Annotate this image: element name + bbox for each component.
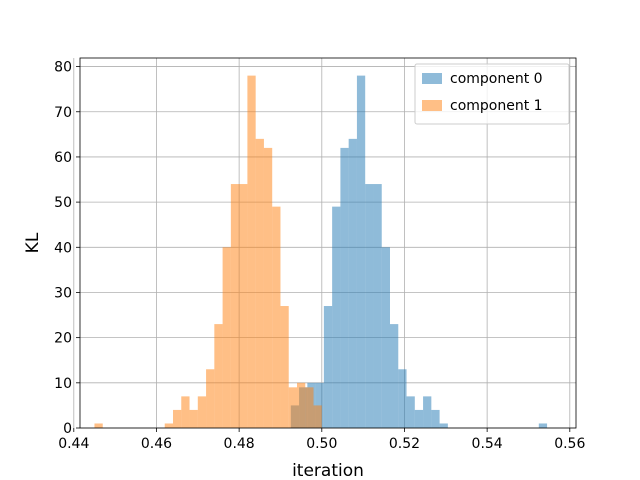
histogram-bar — [272, 206, 281, 428]
histogram-bar — [398, 369, 407, 428]
histogram-bar — [206, 369, 215, 428]
histogram-bar — [381, 247, 390, 428]
histogram-bar — [189, 409, 198, 428]
y-tick-label: 60 — [54, 150, 72, 166]
histogram-bar — [431, 409, 440, 428]
histogram-bar — [214, 324, 223, 428]
histogram-bars — [94, 75, 548, 428]
histogram-bar — [222, 247, 231, 428]
y-tick-label: 30 — [54, 285, 72, 301]
histogram-bar — [439, 423, 448, 428]
histogram-bar — [323, 306, 333, 428]
histogram-bar — [94, 423, 103, 428]
legend-swatch-component-0 — [422, 73, 442, 84]
histogram-bar — [255, 138, 264, 428]
x-tick-label: 0.52 — [389, 436, 420, 452]
histogram-bar — [332, 206, 341, 428]
y-tick-label: 0 — [63, 421, 72, 437]
y-tick-label: 80 — [54, 60, 72, 76]
legend-label-component-0: component 0 — [450, 71, 543, 87]
histogram-bar — [230, 184, 240, 428]
histogram-bar — [414, 409, 424, 428]
y-tick-label: 40 — [54, 240, 72, 256]
histogram-bar — [181, 396, 190, 428]
x-axis-label: iteration — [292, 461, 364, 480]
series-1-bars — [94, 75, 322, 428]
histogram-bar — [340, 147, 349, 428]
histogram-bar — [280, 306, 289, 428]
histogram-bar — [313, 405, 322, 428]
histogram-bar — [423, 396, 432, 428]
histogram-bar — [288, 387, 297, 428]
histogram-bar — [365, 184, 374, 428]
histogram-bar — [348, 138, 357, 428]
y-axis-label: KL — [23, 232, 43, 253]
y-axis-ticks: 0 10 20 30 40 50 60 70 80 — [54, 60, 80, 437]
histogram-bar — [356, 75, 366, 428]
x-tick-label: 0.54 — [472, 436, 503, 452]
histogram-bar — [297, 382, 306, 428]
x-tick-label: 0.44 — [58, 436, 89, 452]
y-tick-label: 20 — [54, 331, 72, 347]
histogram-bar — [164, 423, 173, 428]
histogram-bar — [173, 409, 182, 428]
histogram-bar — [305, 387, 314, 428]
y-tick-label: 70 — [54, 105, 72, 121]
histogram-bar — [406, 396, 415, 428]
histogram-bar — [390, 324, 399, 428]
series-0-bars — [290, 75, 548, 428]
histogram-bar — [239, 184, 248, 428]
x-tick-label: 0.46 — [141, 436, 172, 452]
legend: component 0 component 1 — [414, 63, 570, 125]
plot-frame — [79, 57, 577, 429]
y-tick-label: 50 — [54, 195, 72, 211]
histogram-bar — [373, 184, 382, 428]
histogram-bar — [538, 423, 548, 428]
x-tick-label: 0.48 — [224, 436, 255, 452]
x-axis-ticks: 0.44 0.46 0.48 0.50 0.52 0.54 0.56 — [58, 428, 585, 452]
x-tick-label: 0.50 — [306, 436, 337, 452]
legend-swatch-component-1 — [422, 100, 442, 111]
legend-box — [414, 63, 570, 125]
histogram-bar — [247, 75, 256, 428]
y-tick-label: 10 — [54, 376, 72, 392]
x-tick-label: 0.56 — [554, 436, 585, 452]
histogram-bar — [263, 147, 273, 428]
histogram-bar — [197, 396, 207, 428]
legend-label-component-1: component 1 — [450, 98, 543, 114]
